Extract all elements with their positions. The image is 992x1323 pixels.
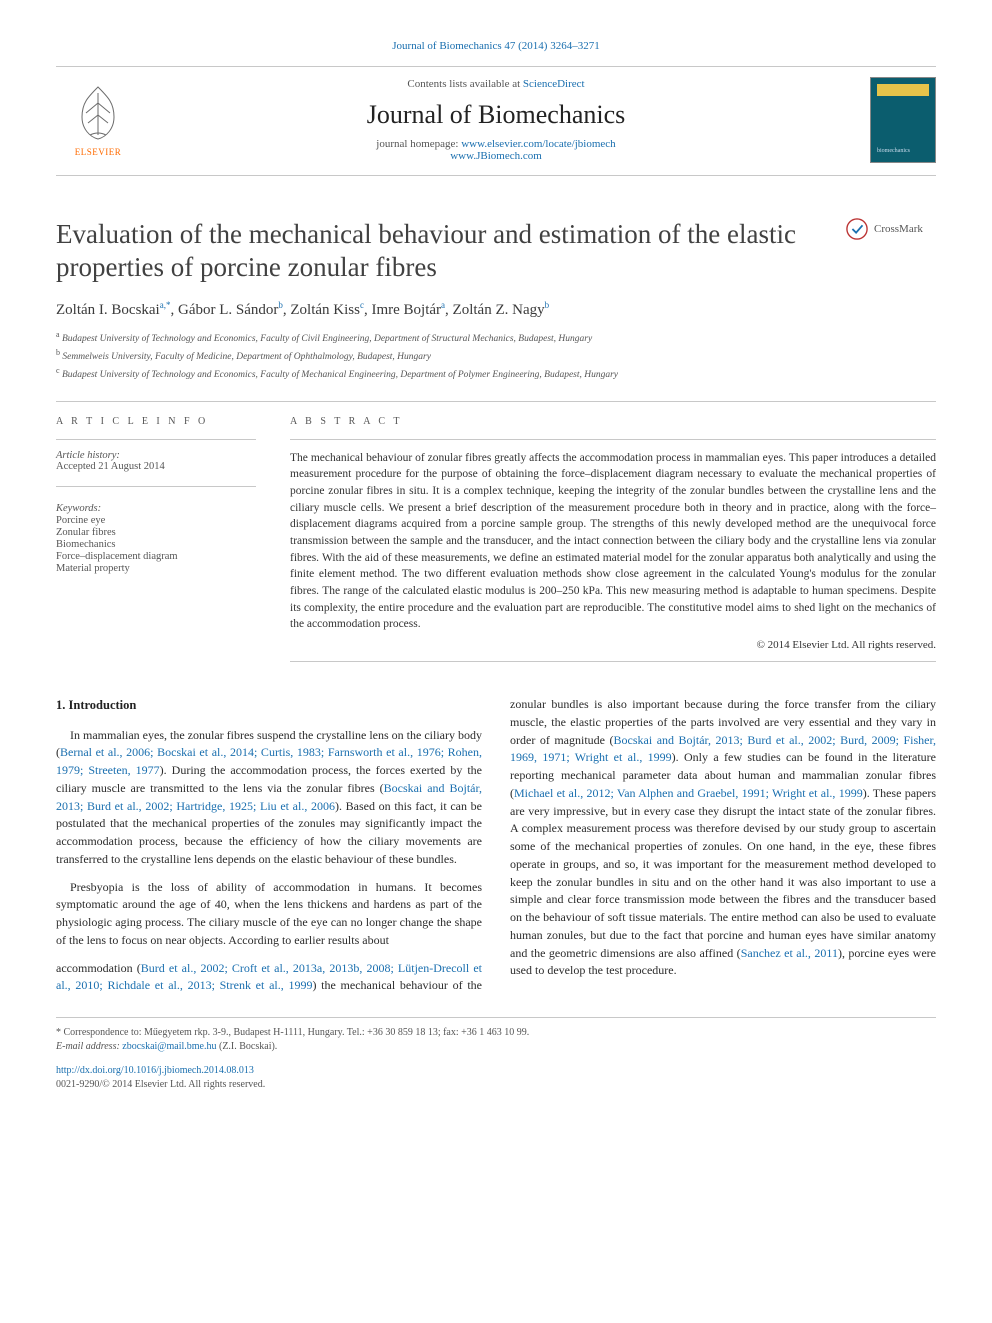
keyword: Zonular fibres — [56, 527, 256, 538]
crossmark-badge[interactable]: CrossMark — [846, 218, 936, 240]
crossmark-label: CrossMark — [874, 223, 923, 235]
paragraph: Presbyopia is the loss of ability of acc… — [56, 879, 482, 950]
affiliations: a Budapest University of Technology and … — [56, 329, 936, 383]
email-link[interactable]: zbocskai@mail.bme.hu — [122, 1041, 216, 1052]
keywords-label: Keywords: — [56, 503, 256, 514]
accepted-date: Accepted 21 August 2014 — [56, 461, 256, 472]
keyword: Material property — [56, 563, 256, 574]
section-heading: 1. Introduction — [56, 696, 482, 715]
article-info-label: A R T I C L E I N F O — [56, 416, 256, 427]
article-info-block: A R T I C L E I N F O Article history: A… — [56, 416, 256, 662]
running-head-link[interactable]: Journal of Biomechanics 47 (2014) 3264–3… — [392, 40, 599, 52]
email-line: E-mail address: zbocskai@mail.bme.hu (Z.… — [56, 1040, 936, 1054]
journal-name: Journal of Biomechanics — [154, 100, 838, 130]
paragraph: In mammalian eyes, the zonular fibres su… — [56, 727, 482, 869]
aff-link-b[interactable]: b — [278, 300, 283, 310]
masthead: ELSEVIER Contents lists available at Sci… — [56, 66, 936, 176]
copyright-line: © 2014 Elsevier Ltd. All rights reserved… — [290, 639, 936, 651]
running-head: Journal of Biomechanics 47 (2014) 3264–3… — [56, 40, 936, 52]
crossmark-icon — [846, 218, 868, 240]
aff-link-a[interactable]: a,* — [160, 300, 171, 310]
authors-line: Zoltán I. Bocskaia,*, Gábor L. Sándorb, … — [56, 300, 936, 319]
publisher-name: ELSEVIER — [75, 147, 122, 157]
body-columns: 1. Introduction In mammalian eyes, the z… — [56, 696, 936, 995]
doi-link[interactable]: http://dx.doi.org/10.1016/j.jbiomech.201… — [56, 1065, 254, 1076]
publisher-logo-block: ELSEVIER — [56, 83, 140, 157]
history-label: Article history: — [56, 450, 256, 461]
keyword: Porcine eye — [56, 515, 256, 526]
aff-link-c[interactable]: c — [360, 300, 364, 310]
journal-home-link-1[interactable]: www.elsevier.com/locate/jbiomech — [461, 138, 615, 150]
keyword: Force–displacement diagram — [56, 551, 256, 562]
correspondence-note: * Correspondence to: Műegyetem rkp. 3-9.… — [56, 1026, 936, 1040]
issn-line: 0021-9290/© 2014 Elsevier Ltd. All right… — [56, 1078, 936, 1092]
journal-home-link-2[interactable]: www.JBiomech.com — [450, 150, 542, 162]
divider — [56, 401, 936, 402]
journal-homepage: journal homepage: www.elsevier.com/locat… — [154, 138, 838, 162]
keyword: Biomechanics — [56, 539, 256, 550]
article-title: Evaluation of the mechanical behaviour a… — [56, 218, 834, 284]
contents-available: Contents lists available at ScienceDirec… — [154, 78, 838, 90]
aff-link-b2[interactable]: b — [545, 300, 550, 310]
citation-link[interactable]: Michael et al., 2012; Van Alphen and Gra… — [514, 786, 863, 800]
journal-cover-thumb: biomechanics — [870, 77, 936, 163]
abstract-block: A B S T R A C T The mechanical behaviour… — [290, 416, 936, 662]
abstract-text: The mechanical behaviour of zonular fibr… — [290, 450, 936, 633]
sciencedirect-link[interactable]: ScienceDirect — [523, 78, 585, 90]
elsevier-tree-icon — [68, 83, 128, 143]
abstract-label: A B S T R A C T — [290, 416, 936, 427]
keywords-list: Porcine eye Zonular fibres Biomechanics … — [56, 515, 256, 574]
footnote-block: * Correspondence to: Műegyetem rkp. 3-9.… — [56, 1017, 936, 1092]
aff-link-a2[interactable]: a — [441, 300, 445, 310]
citation-link[interactable]: Sanchez et al., 2011 — [741, 946, 838, 960]
